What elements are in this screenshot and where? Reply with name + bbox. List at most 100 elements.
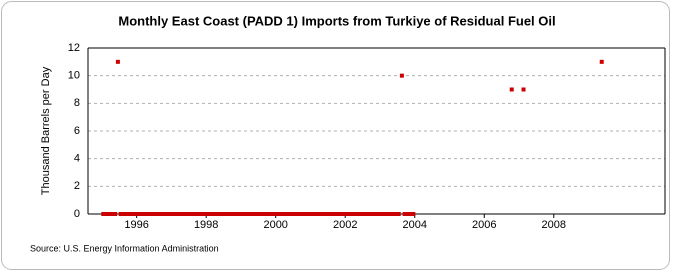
data-point bbox=[333, 212, 338, 216]
data-point bbox=[347, 212, 352, 216]
data-point bbox=[144, 212, 149, 216]
data-point bbox=[266, 212, 271, 216]
data-point bbox=[408, 212, 413, 216]
data-point bbox=[156, 212, 161, 216]
data-point bbox=[252, 212, 257, 216]
data-point bbox=[220, 212, 225, 216]
x-tick-label: 2002 bbox=[333, 219, 357, 231]
data-point bbox=[179, 212, 184, 216]
data-point bbox=[335, 212, 340, 216]
data-point bbox=[205, 212, 210, 216]
data-point bbox=[402, 212, 407, 216]
data-point bbox=[159, 212, 164, 216]
data-point bbox=[382, 212, 387, 216]
data-point bbox=[168, 212, 173, 216]
data-point bbox=[365, 212, 370, 216]
x-tick-label: 2004 bbox=[402, 219, 426, 231]
data-point bbox=[257, 212, 262, 216]
data-point bbox=[359, 212, 364, 216]
data-point bbox=[275, 212, 280, 216]
y-tick-label: 4 bbox=[74, 153, 80, 165]
chart-title: Monthly East Coast (PADD 1) Imports from… bbox=[118, 13, 555, 28]
data-point bbox=[350, 212, 355, 216]
data-point bbox=[246, 212, 251, 216]
data-point bbox=[289, 212, 294, 216]
data-point bbox=[153, 212, 158, 216]
y-tick-label: 2 bbox=[74, 180, 80, 192]
data-point bbox=[109, 212, 114, 216]
data-point bbox=[173, 212, 178, 216]
data-point bbox=[286, 212, 291, 216]
data-point bbox=[391, 212, 396, 216]
data-point bbox=[280, 212, 285, 216]
data-point bbox=[361, 212, 366, 216]
data-point bbox=[176, 212, 181, 216]
y-tick-label: 6 bbox=[74, 125, 80, 137]
x-tick-label: 1998 bbox=[194, 219, 218, 231]
data-point bbox=[405, 212, 410, 216]
data-point bbox=[200, 212, 205, 216]
data-point bbox=[388, 212, 393, 216]
data-point bbox=[202, 212, 207, 216]
data-point bbox=[121, 212, 126, 216]
data-point bbox=[185, 212, 190, 216]
y-tick-label: 8 bbox=[74, 97, 80, 109]
data-point bbox=[165, 212, 170, 216]
data-point bbox=[315, 212, 320, 216]
data-point bbox=[249, 212, 254, 216]
data-point bbox=[292, 212, 297, 216]
data-point bbox=[330, 212, 335, 216]
data-point bbox=[147, 212, 152, 216]
data-point bbox=[370, 212, 375, 216]
data-point bbox=[341, 212, 346, 216]
data-point bbox=[124, 212, 129, 216]
data-point bbox=[150, 212, 155, 216]
data-point bbox=[327, 212, 332, 216]
data-point bbox=[304, 212, 309, 216]
data-point bbox=[379, 212, 384, 216]
data-point bbox=[309, 212, 314, 216]
data-point bbox=[269, 212, 274, 216]
data-point bbox=[139, 212, 144, 216]
data-point bbox=[222, 212, 227, 216]
data-point bbox=[104, 212, 109, 216]
data-point bbox=[228, 212, 233, 216]
data-point bbox=[298, 212, 303, 216]
data-point bbox=[399, 73, 404, 78]
data-point bbox=[376, 212, 381, 216]
data-point bbox=[240, 212, 245, 216]
y-tick-label: 10 bbox=[68, 70, 80, 82]
data-point bbox=[344, 212, 349, 216]
data-point bbox=[136, 212, 141, 216]
data-point bbox=[188, 212, 193, 216]
data-point bbox=[234, 212, 239, 216]
data-point bbox=[118, 212, 123, 216]
data-point bbox=[191, 212, 196, 216]
data-point bbox=[396, 212, 401, 216]
data-point bbox=[214, 212, 219, 216]
data-point bbox=[182, 212, 187, 216]
data-point bbox=[243, 212, 248, 216]
data-point bbox=[272, 212, 277, 216]
data-point bbox=[141, 212, 146, 216]
data-point bbox=[254, 212, 259, 216]
chart-frame bbox=[1, 1, 670, 270]
data-point bbox=[411, 212, 416, 216]
data-point bbox=[312, 212, 317, 216]
data-point bbox=[162, 212, 167, 216]
data-point bbox=[127, 212, 132, 216]
data-point bbox=[194, 212, 199, 216]
data-point bbox=[231, 212, 236, 216]
data-point bbox=[339, 212, 344, 216]
data-point bbox=[318, 212, 323, 216]
data-point bbox=[115, 59, 120, 64]
data-point bbox=[301, 212, 306, 216]
data-point bbox=[307, 212, 312, 216]
data-point bbox=[599, 59, 604, 64]
data-point bbox=[263, 212, 268, 216]
x-tick-label: 2008 bbox=[542, 219, 566, 231]
y-tick-label: 12 bbox=[68, 42, 80, 54]
y-axis-label: Thousand Barrels per Day bbox=[40, 66, 52, 195]
data-point bbox=[170, 212, 175, 216]
data-point bbox=[321, 212, 326, 216]
